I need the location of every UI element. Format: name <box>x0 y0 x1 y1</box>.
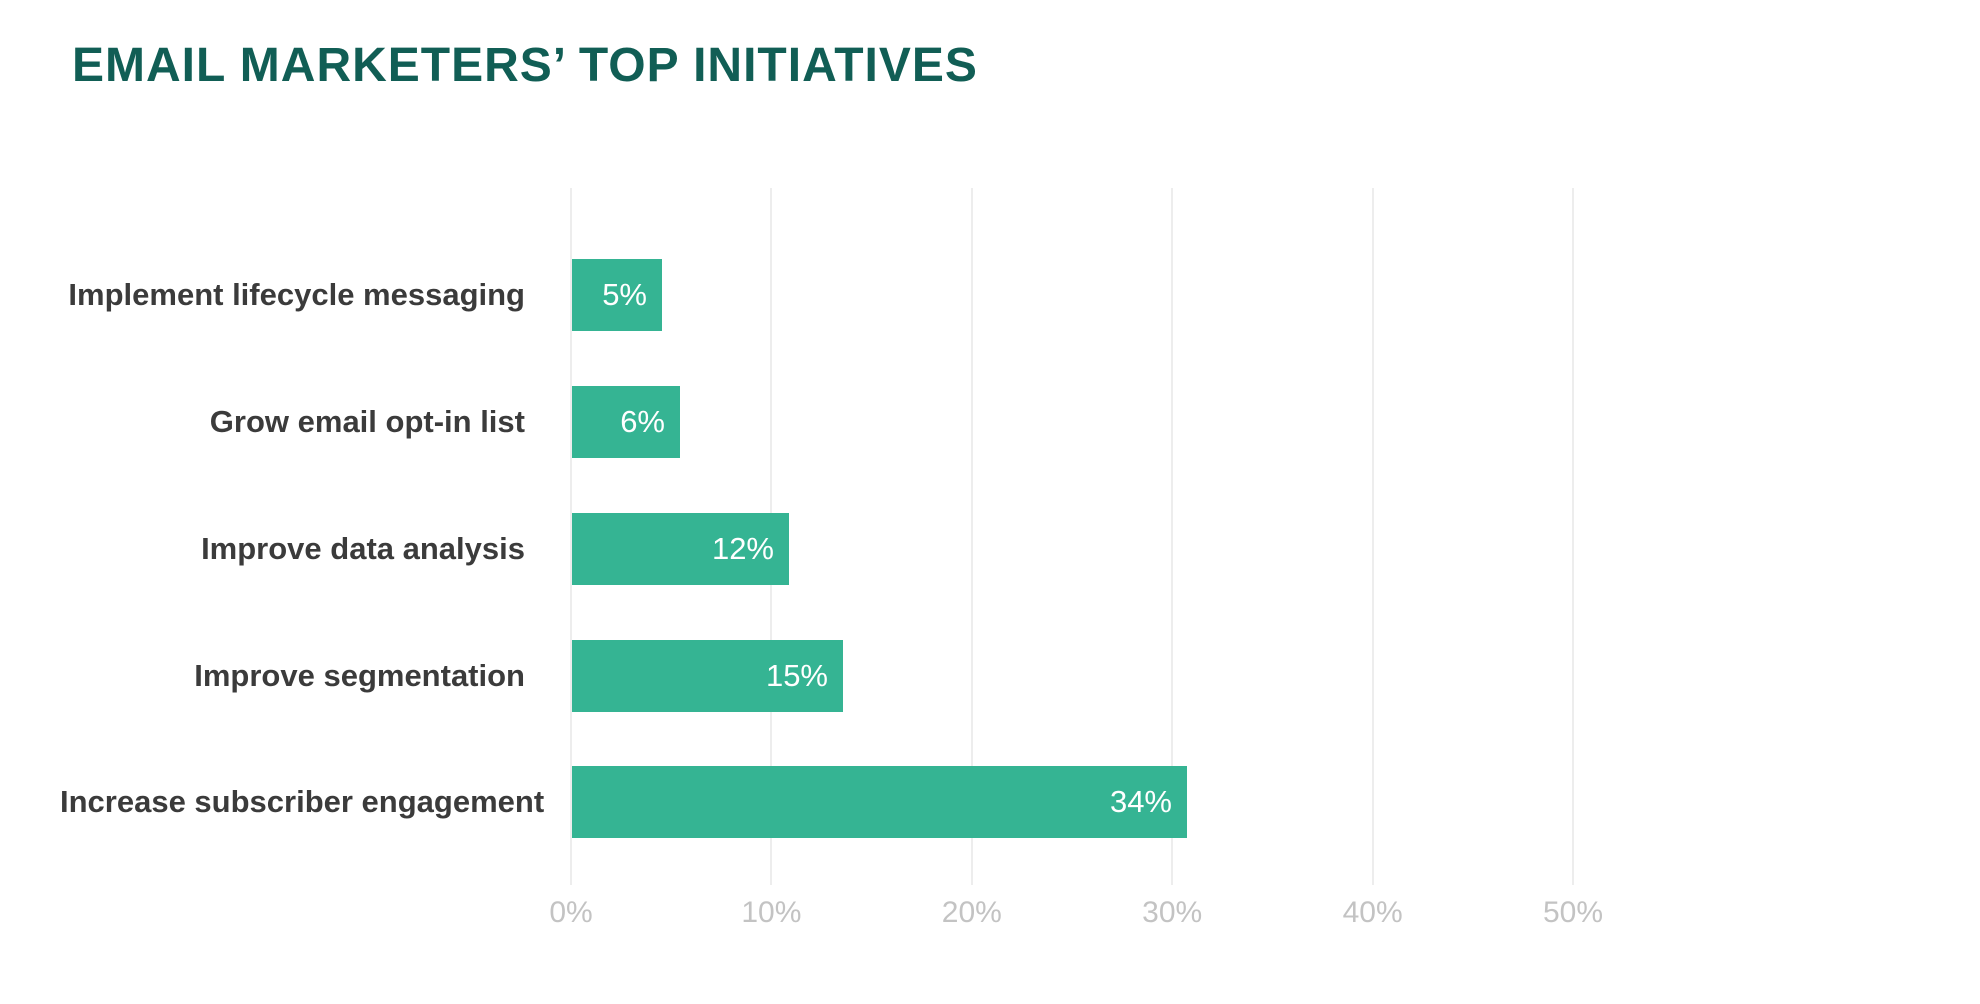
gridline <box>570 188 572 885</box>
gridline <box>1371 188 1374 885</box>
category-label: Grow email opt-in list <box>209 404 525 439</box>
gridline <box>1572 188 1574 885</box>
bar-value-label: 34% <box>1109 784 1172 819</box>
x-tick-label: 0% <box>549 896 593 929</box>
category-label: Improve data analysis <box>201 531 525 566</box>
x-tick-label: 40% <box>1342 896 1403 929</box>
category-label: Increase subscriber engagement <box>60 784 545 819</box>
x-tick-label: 10% <box>741 896 802 929</box>
x-tick-label: 50% <box>1542 896 1604 929</box>
bar-value-label: 12% <box>711 531 774 566</box>
category-label: Implement lifecycle messaging <box>68 277 525 312</box>
bar: 12% <box>572 513 789 585</box>
bar: 6% <box>572 386 680 458</box>
x-tick-label: 30% <box>1142 896 1203 929</box>
bar-value-label: 5% <box>602 277 647 312</box>
bar-value-label: 15% <box>765 658 828 693</box>
bar: 5% <box>572 259 662 331</box>
x-tick-label: 20% <box>941 896 1002 929</box>
bar: 15% <box>572 640 843 712</box>
bar: 34% <box>572 766 1187 838</box>
chart-title: EMAIL MARKETERS’ TOP INITIATIVES <box>72 39 978 92</box>
category-label: Improve segmentation <box>194 658 525 693</box>
gridline <box>970 188 973 885</box>
bar-value-label: 6% <box>620 404 665 439</box>
gridline <box>1171 188 1174 885</box>
